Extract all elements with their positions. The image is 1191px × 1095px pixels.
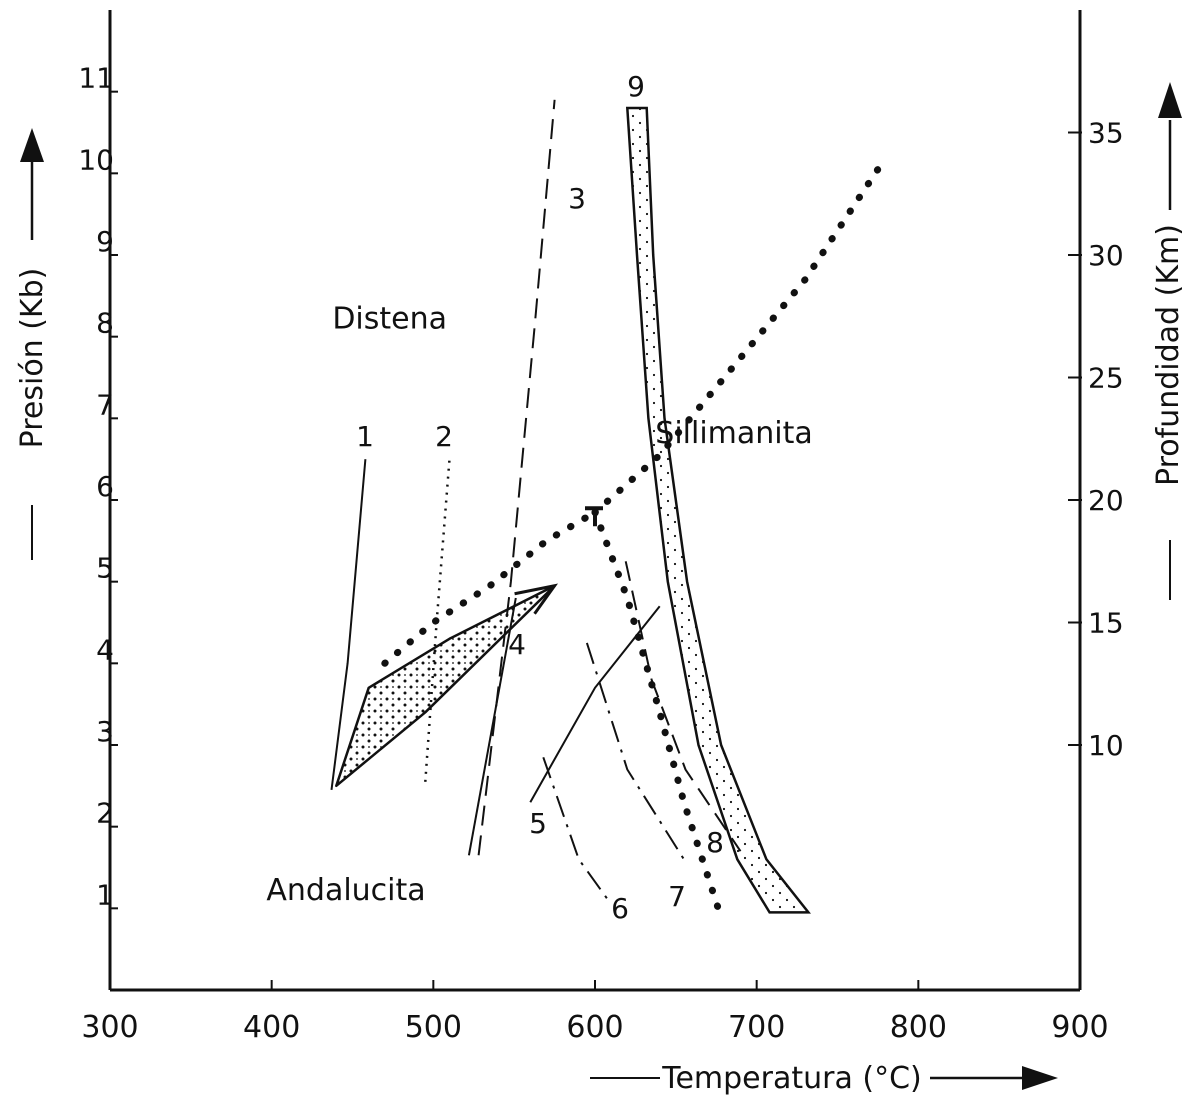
annotation-labels: Distena Sillimanita Andalucita 1 2 3 4 5 6 78 9 [266, 70, 812, 925]
x-title-arrowhead-icon [1022, 1066, 1058, 1090]
y-tick-label: 4 [96, 633, 114, 666]
curve-label-9: 9 [627, 70, 645, 103]
pt-path-stippled [335, 584, 556, 788]
y-title-arrowhead-icon [20, 128, 44, 162]
curve-label-8: 8 [706, 826, 724, 859]
depth-tick-label: 20 [1088, 484, 1124, 517]
reaction-curve-1 [330, 459, 367, 791]
band-9-stippled [625, 106, 811, 914]
axes-frame [108, 10, 1082, 992]
y-tick-label: 8 [96, 307, 114, 340]
left-axis-title: Presión (Kb) [15, 268, 50, 449]
x-tick-label: 800 [890, 1010, 947, 1045]
curve-label-2: 2 [435, 420, 453, 453]
reaction-curve-7 [585, 642, 685, 860]
y-tick-label: 11 [78, 62, 114, 95]
y-tick-label: 6 [96, 470, 114, 503]
reaction-curve-8 [624, 561, 742, 852]
x-tick-label: 500 [405, 1010, 462, 1045]
field-label-distena: Distena [332, 302, 447, 337]
y-tick-label: 9 [96, 225, 114, 258]
x-tick-label: 900 [1051, 1010, 1108, 1045]
field-label-andalucita: Andalucita [266, 873, 425, 908]
y-tick-labels: 1 2 3 4 5 6 7 8 9 10 11 [78, 62, 118, 911]
triple-point-marker [585, 506, 603, 527]
y-tick-label: 3 [96, 715, 114, 748]
depth-tick-labels: 10 15 20 25 30 35 [1068, 117, 1124, 762]
x-tick-label: 600 [566, 1010, 623, 1045]
curve-label-4: 4 [508, 628, 526, 661]
phase-boundary-2 [591, 153, 890, 516]
x-axis-title: Temperatura (°C) [661, 1061, 922, 1095]
aluminosilicate-boundaries [381, 153, 890, 916]
x-tick-label: 300 [81, 1010, 138, 1045]
depth-tick-label: 10 [1088, 729, 1124, 762]
x-tick-label: 700 [728, 1010, 785, 1045]
curve-label-1: 1 [356, 420, 374, 453]
depth-tick-label: 15 [1088, 607, 1124, 640]
depth-tick-label: 25 [1088, 362, 1124, 395]
curve-label-6: 6 [611, 892, 629, 925]
right-axis-title-group: Profundidad (Km) [1151, 82, 1186, 600]
pt-path-arrowhead [514, 583, 559, 615]
y-tick-label: 7 [96, 388, 114, 421]
curve-label-3: 3 [568, 182, 586, 215]
field-label-sillimanita: Sillimanita [655, 416, 813, 451]
y-tick-label: 1 [96, 878, 114, 911]
depth-tick-label: 30 [1088, 239, 1124, 272]
y-tick-label: 2 [96, 797, 114, 830]
reaction-curves [330, 99, 742, 905]
right-axis-title: Profundidad (Km) [1151, 224, 1186, 486]
reaction-curve-6 [542, 756, 613, 905]
reaction-curve-4 [467, 597, 517, 856]
phase-boundary-1 [381, 508, 599, 667]
curve-label-7: 7 [668, 880, 686, 913]
x-tick-label: 400 [243, 1010, 300, 1045]
y-tick-label: 10 [78, 143, 114, 176]
x-tick-labels: 300 400 500 600 700 800 900 [81, 980, 1109, 1045]
curve-label-5: 5 [529, 807, 547, 840]
depth-tick-label: 35 [1088, 117, 1124, 150]
x-axis-title-group: Temperatura (°C) [590, 1061, 1058, 1095]
depth-title-arrowhead-icon [1158, 82, 1182, 118]
left-axis-title-group: Presión (Kb) [15, 128, 50, 560]
y-tick-label: 5 [96, 552, 114, 585]
